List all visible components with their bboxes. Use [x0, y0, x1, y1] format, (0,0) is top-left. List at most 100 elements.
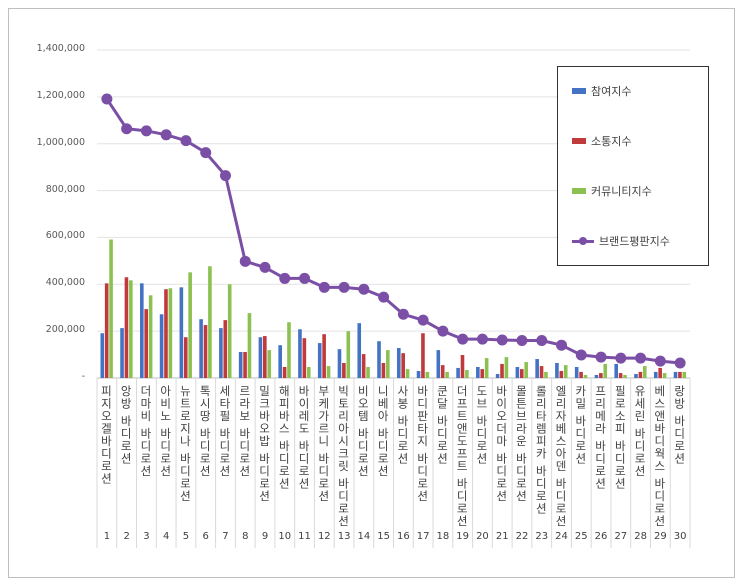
category-label: 랑방 바디로션: [672, 385, 687, 465]
brand-index-point-6: [200, 147, 212, 159]
bar-1-24: [555, 363, 559, 378]
brand-index-point-5: [180, 135, 192, 147]
brand-index-point-24: [556, 339, 568, 351]
category-label: 빅토리아시크릿 바디로션: [336, 385, 351, 528]
bar-3-10: [287, 322, 291, 378]
bar-2-8: [243, 351, 247, 378]
rank-label: 4: [162, 531, 170, 542]
bar-1-2: [120, 328, 124, 378]
brand-index-point-23: [536, 335, 548, 347]
bar-2-24: [559, 370, 564, 378]
bar-2-7: [223, 320, 228, 378]
brand-index-point-25: [575, 349, 587, 361]
bar-2-14: [361, 354, 366, 378]
rank-label: 6: [202, 531, 209, 542]
rank-label: 1: [103, 531, 111, 542]
brand-index-point-8: [239, 255, 251, 267]
chart-frame: [8, 8, 735, 578]
bar-2-5: [183, 337, 188, 378]
rank-label: 7: [222, 531, 229, 542]
bar-1-21: [495, 374, 500, 378]
category-label: 카밀 바디로션: [573, 385, 588, 465]
bar-1-18: [436, 350, 441, 378]
bar-3-8: [247, 313, 252, 378]
bar-1-25: [574, 366, 579, 378]
rank-label: 20: [476, 531, 489, 542]
bar-3-13: [346, 331, 351, 378]
category-label: 앙방 바디로션: [119, 385, 134, 465]
brand-index-point-11: [299, 272, 311, 284]
category-label: 도브 바디로션: [474, 385, 489, 465]
bar-3-30: [682, 371, 687, 378]
bar-3-22: [524, 362, 528, 378]
bar-1-16: [396, 348, 401, 378]
legend-label: 참여지수: [591, 85, 632, 98]
brand-index-point-7: [219, 170, 231, 182]
rank-label: 10: [278, 531, 292, 542]
bar-2-9: [263, 336, 267, 378]
bar-2-10: [282, 366, 287, 378]
category-label: 밀크바오밥 바디로션: [257, 385, 272, 503]
category-label: 베스앤바디웍스 바디로션: [652, 385, 667, 528]
bar-1-7: [219, 328, 223, 378]
brand-index-point-30: [674, 357, 686, 369]
bar-1-30: [673, 371, 678, 378]
rank-label: 11: [298, 531, 311, 542]
bar-2-20: [480, 369, 485, 378]
y-tick-label: 1,400,000: [36, 43, 85, 54]
rank-label: 8: [242, 531, 249, 542]
bar-2-21: [500, 363, 504, 378]
category-label: 르라보 바디로션: [237, 385, 252, 478]
category-label: 유세린 바디로션: [633, 385, 648, 478]
bar-3-4: [168, 288, 173, 378]
category-label: 바이오더마 바디로션: [494, 385, 509, 503]
bar-2-6: [203, 325, 208, 378]
legend-item: 참여지수: [572, 83, 631, 99]
bar-1-29: [653, 371, 658, 378]
category-label: 쿤달 바디로션: [435, 385, 450, 465]
bar-2-22: [519, 369, 524, 378]
category-label: 세타필 바디로션: [217, 385, 232, 478]
brand-index-point-18: [437, 325, 449, 337]
bar-3-27: [623, 374, 627, 378]
rank-label: 27: [614, 531, 628, 542]
legend: 참여지수 소통지수 커뮤니티지수 브랜드평판지수: [557, 66, 709, 266]
category-label: 해피바스 바디로션: [277, 385, 292, 490]
bar-3-25: [583, 374, 588, 378]
legend-line-marker-icon: [572, 236, 594, 245]
legend-label: 소통지수: [591, 135, 632, 148]
rank-label: 29: [653, 531, 667, 542]
bar-2-28: [638, 371, 643, 378]
bar-2-11: [302, 338, 307, 378]
category-label: 뉴트로지나 바디로션: [178, 385, 193, 503]
bar-3-29: [662, 373, 667, 378]
bar-1-15: [377, 341, 381, 378]
bar-3-15: [386, 350, 390, 378]
legend-swatch-icon: [572, 188, 586, 194]
bar-1-14: [357, 323, 362, 378]
bar-3-5: [188, 272, 192, 378]
bar-3-23: [544, 371, 548, 378]
brand-index-point-15: [378, 291, 390, 303]
brand-index-point-3: [140, 125, 152, 137]
y-tick-label: -: [81, 371, 85, 382]
brand-index-point-9: [259, 261, 271, 273]
y-tick-label: 400,000: [45, 277, 85, 289]
category-label: 바디판타지 바디로션: [415, 385, 430, 503]
rank-label: 24: [555, 531, 568, 542]
brand-index-point-17: [417, 314, 429, 326]
bar-1-12: [317, 343, 322, 378]
bar-2-15: [381, 363, 386, 378]
category-label: 니베아 바디로션: [376, 385, 391, 478]
bar-2-27: [618, 373, 623, 378]
rank-label: 30: [673, 531, 687, 542]
bar-1-11: [298, 329, 302, 378]
rank-label: 25: [574, 531, 588, 542]
brand-index-point-22: [516, 335, 528, 347]
brand-index-point-27: [615, 352, 627, 364]
category-label: 부케가르니 바디로션: [316, 385, 331, 503]
bar-1-8: [238, 351, 243, 378]
bar-3-3: [148, 295, 153, 378]
bar-3-1: [109, 239, 113, 378]
